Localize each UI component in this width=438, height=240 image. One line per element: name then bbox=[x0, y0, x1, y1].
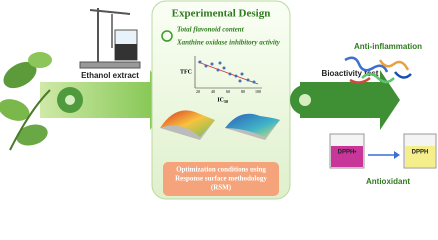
arrow bbox=[40, 70, 170, 130]
graphical-abstract: Ethanol extract Experimental Design Tota… bbox=[0, 0, 437, 200]
label: Bioactivity test bbox=[322, 69, 379, 78]
axis-label-sub: 50 bbox=[224, 99, 228, 104]
axis-label: IC bbox=[217, 97, 224, 103]
rsm-box bbox=[163, 162, 279, 196]
x-tick-label: 40 bbox=[211, 89, 215, 94]
x-tick-label: 80 bbox=[241, 89, 245, 94]
leaves bbox=[0, 52, 52, 151]
icon bbox=[161, 30, 173, 42]
protein bbox=[344, 56, 412, 84]
item: Xanthine oxidase inhibitory activity bbox=[176, 39, 281, 47]
rsm-text: Response surface methodology bbox=[175, 175, 267, 183]
x-tick-label: 20 bbox=[196, 89, 200, 94]
rsm-text: (RSM) bbox=[211, 184, 232, 192]
beakers bbox=[329, 133, 437, 169]
beaker-label: DPPH bbox=[412, 150, 429, 156]
surface-plots bbox=[160, 110, 280, 140]
panel-title: Experimental Design bbox=[172, 8, 271, 20]
x-tick-label: 100 bbox=[255, 89, 261, 94]
x-tick-label: 60 bbox=[226, 89, 230, 94]
label: Ethanol extract bbox=[81, 71, 139, 80]
label: Anti-inflammation bbox=[354, 42, 422, 51]
rsm-text: Optimization conditions using bbox=[176, 166, 266, 174]
scatter-plot: TFC 20 40 60 80 100 IC 50 bbox=[180, 56, 262, 104]
axis-label: TFC bbox=[180, 69, 192, 75]
label: Antioxidant bbox=[366, 177, 410, 186]
lab-apparatus bbox=[79, 8, 141, 69]
item: Total flavonoid content bbox=[177, 26, 245, 34]
arrow bbox=[300, 70, 400, 130]
beaker-label: DPPH• bbox=[338, 150, 357, 156]
